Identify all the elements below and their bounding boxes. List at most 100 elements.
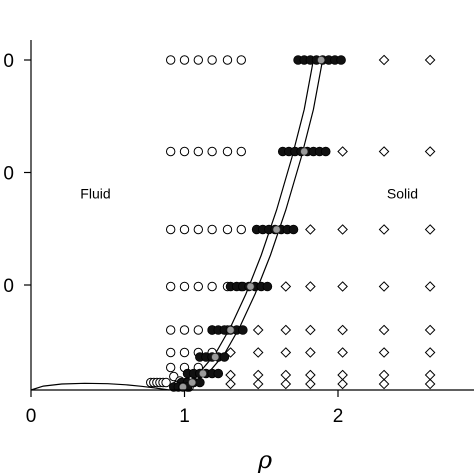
open-circle-point xyxy=(165,347,176,358)
x-tick-label: 2 xyxy=(333,406,344,427)
open-diamond-point xyxy=(337,324,348,336)
labels-layer: 0 1 2 0 0 0 Fluid Solid ρ xyxy=(3,51,418,474)
gray-circle-point xyxy=(272,225,281,234)
open-circle-point xyxy=(207,281,217,292)
open-diamond-point xyxy=(280,347,292,358)
open-circle-point xyxy=(236,55,246,65)
open-circle-point xyxy=(236,146,246,157)
open-diamond-point xyxy=(337,281,348,292)
y-tick-label: 0 xyxy=(3,164,14,185)
open-circle-point xyxy=(179,224,190,235)
open-circle-point xyxy=(165,146,176,157)
open-diamond-point xyxy=(424,224,436,235)
coexistence-point xyxy=(262,281,273,292)
open-circle-point xyxy=(161,377,171,388)
open-diamond-point xyxy=(280,324,292,336)
open-diamond-point xyxy=(337,369,348,381)
gray-circle-point xyxy=(226,326,235,334)
open-diamond-point xyxy=(424,378,436,390)
open-diamond-point xyxy=(424,281,436,292)
open-circle-point xyxy=(207,224,217,235)
points-layer xyxy=(146,54,436,392)
open-circle-point xyxy=(165,55,176,65)
coexistence-point xyxy=(219,352,230,362)
open-circle-point xyxy=(179,146,190,157)
open-diamond-point xyxy=(424,347,436,358)
open-circle-point xyxy=(179,347,190,358)
open-circle-point xyxy=(222,55,233,65)
curve-gas-liquid-dome xyxy=(30,382,170,391)
curve-coexistence-right xyxy=(181,59,324,391)
open-diamond-point xyxy=(337,146,348,157)
open-diamond-point xyxy=(424,146,436,157)
open-diamond-point xyxy=(225,378,236,390)
open-diamond-point xyxy=(378,146,390,157)
x-axis-title: ρ xyxy=(257,446,272,474)
open-circle-point xyxy=(179,55,190,65)
gray-circle-point xyxy=(199,369,207,378)
open-circle-point xyxy=(222,146,233,157)
open-diamond-point xyxy=(305,224,316,235)
axes-layer xyxy=(24,40,474,397)
open-diamond-point xyxy=(305,369,316,381)
open-diamond-point xyxy=(252,369,264,381)
open-diamond-point xyxy=(280,281,292,292)
open-diamond-point xyxy=(252,347,264,358)
open-circle-point xyxy=(222,224,233,235)
open-circle-point xyxy=(193,146,204,157)
x-tick-label: 0 xyxy=(26,406,37,427)
gray-circle-point xyxy=(300,147,309,156)
open-diamond-point xyxy=(378,54,390,66)
open-circle-point xyxy=(193,55,204,65)
coexistence-point xyxy=(288,224,299,235)
open-diamond-point xyxy=(337,378,348,390)
open-diamond-point xyxy=(424,369,436,381)
y-tick-label: 0 xyxy=(3,51,14,72)
open-diamond-point xyxy=(225,369,236,381)
open-diamond-point xyxy=(378,369,390,381)
open-circle-point xyxy=(193,325,204,335)
region-label-fluid: Fluid xyxy=(80,186,110,202)
gray-circle-point xyxy=(211,353,220,361)
coexistence-point xyxy=(213,368,224,379)
open-diamond-point xyxy=(424,54,436,66)
open-diamond-point xyxy=(280,378,292,390)
coexistence-point xyxy=(320,146,331,157)
open-diamond-point xyxy=(378,224,390,235)
open-diamond-point xyxy=(378,347,390,358)
gray-circle-point xyxy=(317,56,326,64)
gray-circle-point xyxy=(246,282,255,291)
open-circle-point xyxy=(193,281,204,292)
open-circle-point xyxy=(207,55,217,65)
open-diamond-point xyxy=(252,378,264,390)
coexistence-point xyxy=(336,55,346,65)
open-diamond-point xyxy=(305,378,316,390)
open-circle-point xyxy=(179,281,190,292)
open-circle-point xyxy=(165,281,176,292)
open-diamond-point xyxy=(305,281,316,292)
open-circle-point xyxy=(236,224,246,235)
open-circle-point xyxy=(207,146,217,157)
x-tick-label: 1 xyxy=(179,406,190,427)
coexistence-point xyxy=(238,325,248,335)
gray-circle-point xyxy=(188,378,197,387)
coexistence-point xyxy=(195,377,205,388)
open-diamond-point xyxy=(337,224,348,235)
y-tick-label: 0 xyxy=(3,276,14,297)
open-diamond-point xyxy=(378,281,390,292)
open-diamond-point xyxy=(424,324,436,336)
open-circle-point xyxy=(165,325,176,335)
open-diamond-point xyxy=(305,347,316,358)
open-diamond-point xyxy=(337,347,348,358)
open-circle-point xyxy=(165,224,176,235)
open-circle-point xyxy=(193,224,204,235)
open-circle-point xyxy=(165,362,176,373)
open-diamond-point xyxy=(378,378,390,390)
region-label-solid: Solid xyxy=(387,186,418,202)
open-circle-point xyxy=(179,325,190,335)
open-diamond-point xyxy=(378,324,390,336)
curves-layer xyxy=(30,59,324,391)
open-diamond-point xyxy=(305,324,316,336)
